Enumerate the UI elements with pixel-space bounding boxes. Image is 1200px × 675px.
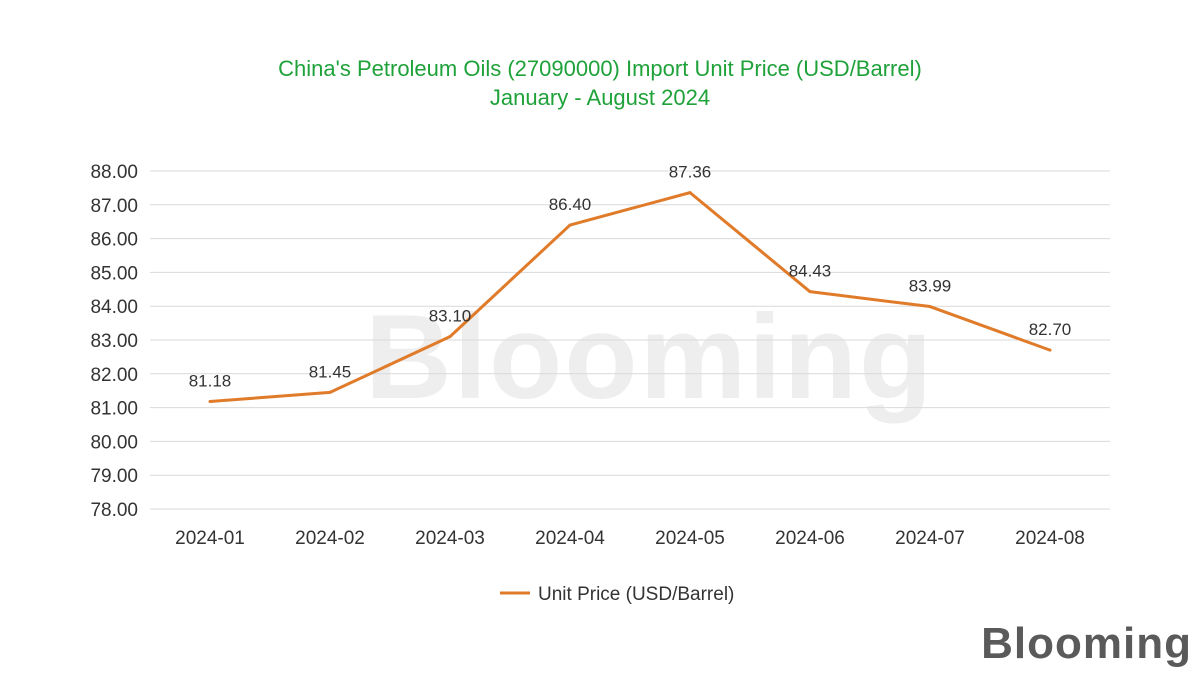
y-tick-label: 86.00 <box>90 230 138 251</box>
x-tick-label: 2024-06 <box>775 528 845 549</box>
gridlines <box>150 170 1110 510</box>
series-lines <box>208 191 1052 404</box>
data-label: 84.43 <box>789 262 832 281</box>
watermark: Blooming <box>365 290 935 424</box>
data-point <box>208 400 212 404</box>
y-tick-label: 85.00 <box>90 263 138 284</box>
y-axis-tick-labels: 78.00 79.00 80.00 81.00 82.00 83.00 84.00 85.00… <box>90 162 138 521</box>
brand-logo: Blooming <box>981 619 1192 668</box>
data-point <box>448 335 452 339</box>
chart-subtitle: January - August 2024 <box>489 85 711 110</box>
legend: Unit Price (USD/Barrel) <box>500 584 734 605</box>
y-tick-label: 84.00 <box>90 297 138 318</box>
x-axis-tick-labels: 2024-01 2024-02 2024-03 2024-04 2024-05 2024-… <box>175 528 1085 549</box>
x-tick-label: 2024-03 <box>415 528 485 549</box>
data-label: 82.70 <box>1029 320 1072 339</box>
y-tick-label: 79.00 <box>90 466 138 487</box>
x-tick-label: 2024-04 <box>535 528 605 549</box>
y-tick-label: 82.00 <box>90 365 138 386</box>
y-tick-label: 87.00 <box>90 196 138 217</box>
data-label: 86.40 <box>549 195 592 214</box>
y-tick-label: 81.00 <box>90 399 138 420</box>
y-tick-label: 83.00 <box>90 331 138 352</box>
x-tick-label: 2024-07 <box>895 528 965 549</box>
data-label: 83.99 <box>909 277 952 296</box>
x-tick-label: 2024-05 <box>655 528 725 549</box>
y-tick-label: 78.00 <box>90 500 138 521</box>
legend-label: Unit Price (USD/Barrel) <box>538 584 734 605</box>
x-tick-label: 2024-02 <box>295 528 365 549</box>
data-point <box>568 223 572 227</box>
data-label: 81.18 <box>189 372 232 391</box>
data-point <box>688 191 692 195</box>
series-line <box>209 191 1051 404</box>
data-point <box>1048 348 1052 352</box>
data-point <box>808 290 812 294</box>
y-tick-label: 88.00 <box>90 162 138 183</box>
data-label: 87.36 <box>669 163 712 182</box>
data-labels: 81.18 81.45 83.10 86.40 87.36 84.43 83.99 82.70 <box>189 163 1072 391</box>
data-label: 83.10 <box>429 307 472 326</box>
x-tick-label: 2024-01 <box>175 528 245 549</box>
data-point <box>328 390 332 394</box>
data-label: 81.45 <box>309 362 352 381</box>
data-point <box>928 305 932 309</box>
x-tick-label: 2024-08 <box>1015 528 1085 549</box>
chart-title: China's Petroleum Oils (27090000) Import… <box>278 56 922 81</box>
y-tick-label: 80.00 <box>90 432 138 453</box>
